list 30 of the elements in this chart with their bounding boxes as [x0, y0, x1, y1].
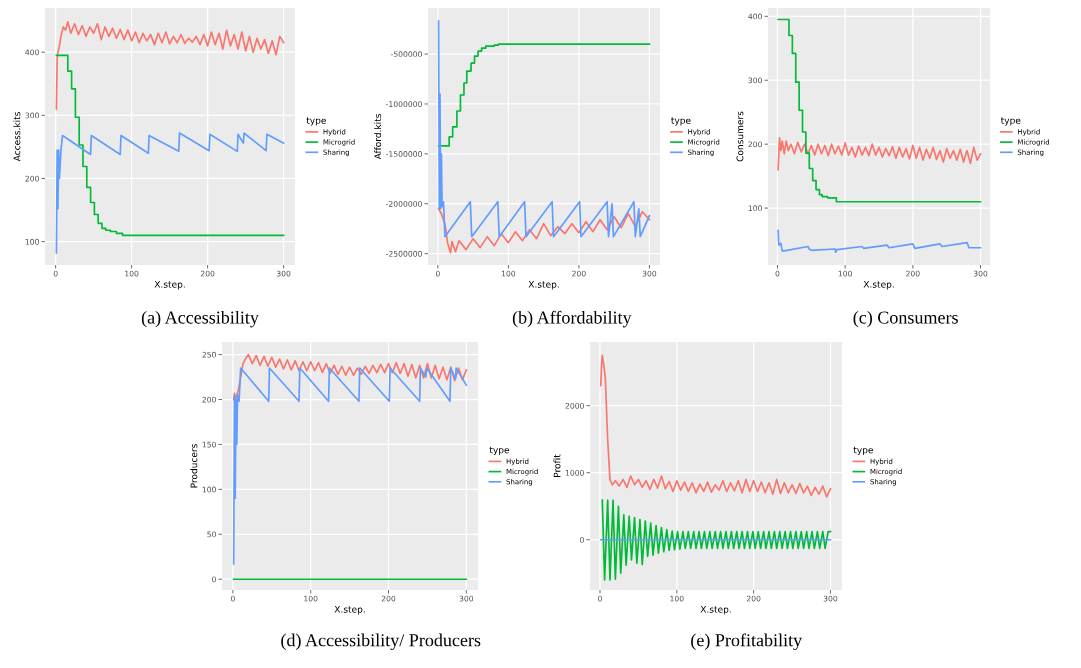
x-axis-title: X.step. [528, 281, 559, 290]
line-series [55, 132, 285, 254]
line-series [437, 207, 651, 254]
text: (e) Profitability [691, 633, 803, 651]
text: (b) Affordability [512, 310, 632, 328]
line-series [437, 20, 651, 238]
line-series [601, 499, 832, 581]
x-axis-title: X.step. [863, 281, 894, 290]
y-axis-title: Producers [190, 444, 198, 488]
text: (d) Accessibility/ Producers [281, 633, 481, 651]
x-axis-title: X.step. [700, 606, 731, 615]
y-axis-title: Access.kits [13, 112, 21, 162]
y-axis-title: Profit [553, 454, 561, 477]
x-axis-title: X.step. [334, 606, 365, 615]
line-series [599, 354, 832, 498]
legend-title: type [306, 117, 326, 126]
line-series [232, 353, 468, 401]
legend-title: type [671, 117, 691, 126]
legend-title: type [853, 446, 873, 456]
line-series [777, 136, 982, 171]
y-axis-title: Consumers [736, 111, 744, 162]
line-series [232, 367, 468, 565]
x-axis-title: X.step. [154, 281, 185, 290]
line-series [55, 21, 285, 110]
text: (a) Accessibility [141, 310, 259, 328]
y-axis-title: Afford.kits [374, 114, 382, 160]
line-series [777, 229, 982, 254]
legend-title: type [1000, 117, 1021, 126]
text: (c) Consumers [853, 310, 958, 328]
legend-title: type [489, 446, 510, 456]
